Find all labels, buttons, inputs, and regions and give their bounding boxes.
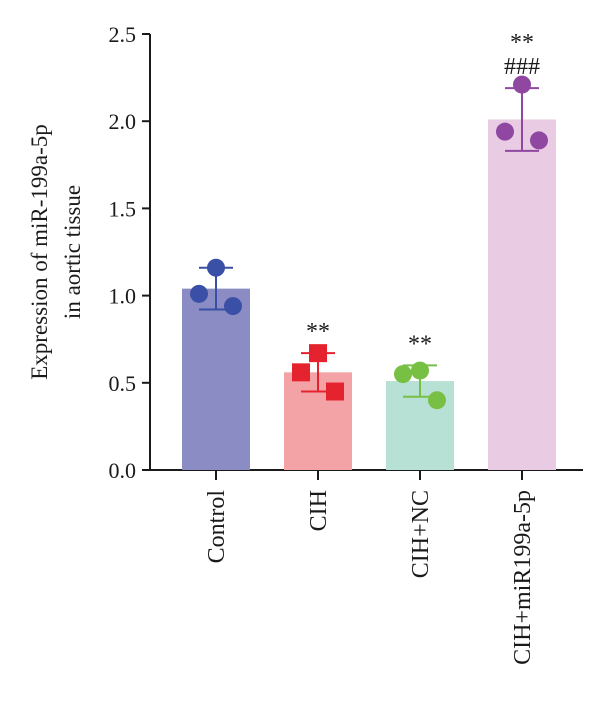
data-point [513,75,531,94]
y-tick-label: 2.0 [109,109,137,134]
data-point [224,297,242,316]
data-point [326,382,344,401]
data-point [428,391,446,410]
data-point [190,284,208,303]
data-points [190,75,548,410]
y-tick-label: 0.5 [109,371,137,396]
x-tick-label: CIH+miR199a-5p [510,490,536,665]
data-point [207,258,225,277]
axes: 0.0 0.5 1.0 1.5 2.0 2.5 Control CIH CIH+NC CIH+mi… [109,22,583,665]
data-point [394,365,412,384]
significance-label: ### [504,54,540,80]
x-tick-label: Control [204,490,230,564]
significance-label: ** [408,331,432,357]
labels: ** ****### [306,30,540,357]
data-point [411,361,429,380]
y-axis-title-line: Expression of miR-199a-5p [27,124,52,380]
y-tick-label: 1.0 [109,284,137,309]
y-tick-label: 0.0 [109,458,137,483]
significance-label: ** [510,30,534,56]
x-tick-label: CIH+NC [408,490,434,578]
data-point [496,122,514,141]
x-tick-label: CIH [306,490,332,531]
y-axis-title-text: Expression of miR-199a-5p in aortic tissu… [27,124,85,380]
significance-label: ** [306,319,330,345]
data-point [530,131,548,150]
data-point [292,363,310,382]
bar-1 [182,288,250,470]
y-axis-title: Expression of miR-199a-5p in aortic tissu… [27,124,85,380]
y-axis-title-line: in aortic tissue [60,185,85,319]
bar-4 [488,119,556,471]
bars [182,87,556,471]
y-tick-label: 1.5 [109,196,137,221]
data-point [309,344,327,363]
y-tick-label: 2.5 [109,22,137,47]
